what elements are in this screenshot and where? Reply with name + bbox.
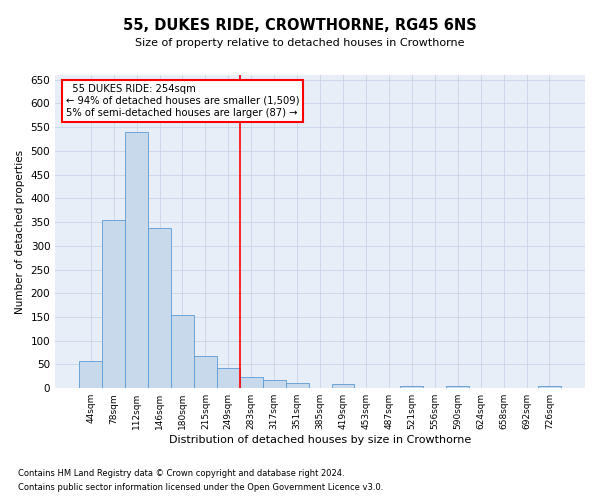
Bar <box>400 386 423 388</box>
Bar <box>125 132 148 388</box>
Bar <box>286 384 308 388</box>
Bar <box>217 368 240 388</box>
Bar <box>446 386 469 388</box>
Bar <box>263 380 286 388</box>
Text: 55 DUKES RIDE: 254sqm        
← 94% of detached houses are smaller (1,509)
5% of: 55 DUKES RIDE: 254sqm ← 94% of detached … <box>66 84 299 117</box>
Text: 55, DUKES RIDE, CROWTHORNE, RG45 6NS: 55, DUKES RIDE, CROWTHORNE, RG45 6NS <box>123 18 477 32</box>
Bar <box>538 386 561 388</box>
Bar <box>171 314 194 388</box>
Bar <box>194 356 217 388</box>
Text: Contains public sector information licensed under the Open Government Licence v3: Contains public sector information licen… <box>18 484 383 492</box>
Bar <box>148 228 171 388</box>
Text: Contains HM Land Registry data © Crown copyright and database right 2024.: Contains HM Land Registry data © Crown c… <box>18 468 344 477</box>
Bar <box>79 361 102 388</box>
Bar <box>102 220 125 388</box>
Text: Size of property relative to detached houses in Crowthorne: Size of property relative to detached ho… <box>135 38 465 48</box>
Bar <box>332 384 355 388</box>
Bar <box>240 377 263 388</box>
Y-axis label: Number of detached properties: Number of detached properties <box>15 150 25 314</box>
X-axis label: Distribution of detached houses by size in Crowthorne: Distribution of detached houses by size … <box>169 435 471 445</box>
